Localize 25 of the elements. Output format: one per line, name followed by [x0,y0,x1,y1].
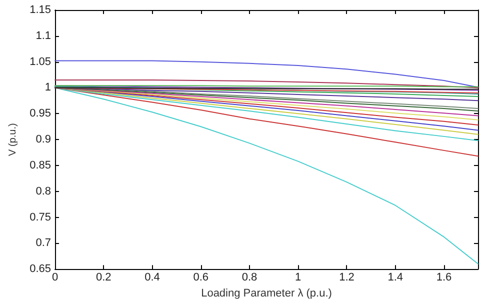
x-tick-label: 0.6 [193,272,209,284]
y-axis-title: V (p.u.) [8,123,18,156]
x-tick-label: 0.8 [242,272,258,284]
x-tick-label: 1.6 [436,272,452,284]
y-tick-label: 0.8 [36,185,51,198]
y-tick-label: 0.75 [30,211,51,224]
line-series [54,79,478,88]
y-tick-label: 0.65 [30,263,51,276]
x-tick-label: 1.2 [339,272,354,284]
y-tick-label: 0.95 [30,108,51,120]
x-tick-label: 1 [295,272,302,284]
y-tick-label: 0.85 [30,159,51,172]
x-tick-label: 0.4 [144,272,160,284]
y-tick-label: 1.1 [36,30,51,42]
x-tick-label: 0 [52,272,58,284]
x-tick-label: 1.4 [388,272,403,284]
y-tick-label: 1.05 [30,56,51,68]
line-series [54,60,478,88]
y-tick-label: 1 [44,82,51,94]
x-tick-label: 0.2 [96,272,112,284]
y-tick-label: 0.7 [36,237,51,250]
line-series [54,87,478,102]
x-axis-title: Loading Parameter λ (p.u.) [201,288,332,300]
y-tick-label: 0.9 [36,134,51,146]
y-tick-label: 1.15 [30,4,51,16]
